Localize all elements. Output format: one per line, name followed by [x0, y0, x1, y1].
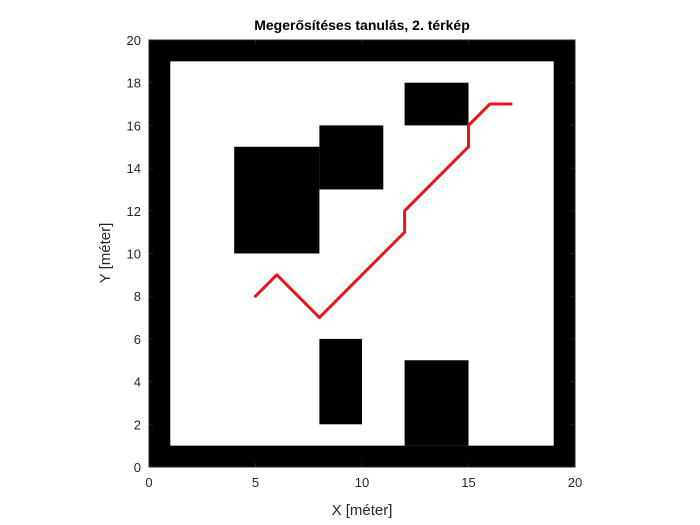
obstacles-layer [149, 40, 575, 467]
y-axis-ticks: 0 2 4 6 8 10 12 14 16 18 20 [127, 33, 575, 475]
obstacle-border-top [149, 40, 575, 62]
chart-title: Megerősítéses tanulás, 2. térkép [254, 17, 470, 33]
y-tick-label: 8 [134, 289, 141, 304]
obstacle-block-lower-right [404, 360, 469, 446]
y-tick-label: 16 [127, 118, 141, 133]
x-tick-label: 10 [355, 475, 369, 490]
obstacle-block-top-right [404, 82, 469, 126]
obstacle-border-bottom [149, 445, 575, 467]
y-tick-label: 4 [134, 375, 141, 390]
path-layer [254, 102, 513, 320]
y-tick-label: 10 [127, 247, 141, 262]
obstacle-block-lower-middle [319, 338, 362, 425]
x-axis-label: X [méter] [332, 502, 393, 519]
y-tick-label: 0 [134, 460, 141, 475]
y-tick-label: 2 [134, 417, 141, 432]
obstacle-block-upper-middle [319, 125, 384, 190]
path-line [254, 102, 513, 320]
y-tick-label: 14 [127, 161, 141, 176]
x-tick-label: 5 [252, 475, 259, 490]
x-tick-label: 15 [461, 475, 475, 490]
obstacle-block-large-left [234, 146, 320, 254]
plot-area [148, 39, 576, 468]
x-axis-ticks: 0 5 10 15 20 [145, 40, 582, 490]
y-tick-label: 18 [127, 76, 141, 91]
y-tick-label: 6 [134, 332, 141, 347]
y-axis-label: Y [méter] [97, 223, 114, 284]
y-tick-label: 20 [127, 33, 141, 48]
obstacle-border-right [553, 40, 575, 467]
obstacle-border-left [149, 40, 171, 467]
x-tick-label: 20 [568, 475, 582, 490]
y-tick-label: 12 [127, 204, 141, 219]
x-tick-label: 0 [145, 475, 152, 490]
